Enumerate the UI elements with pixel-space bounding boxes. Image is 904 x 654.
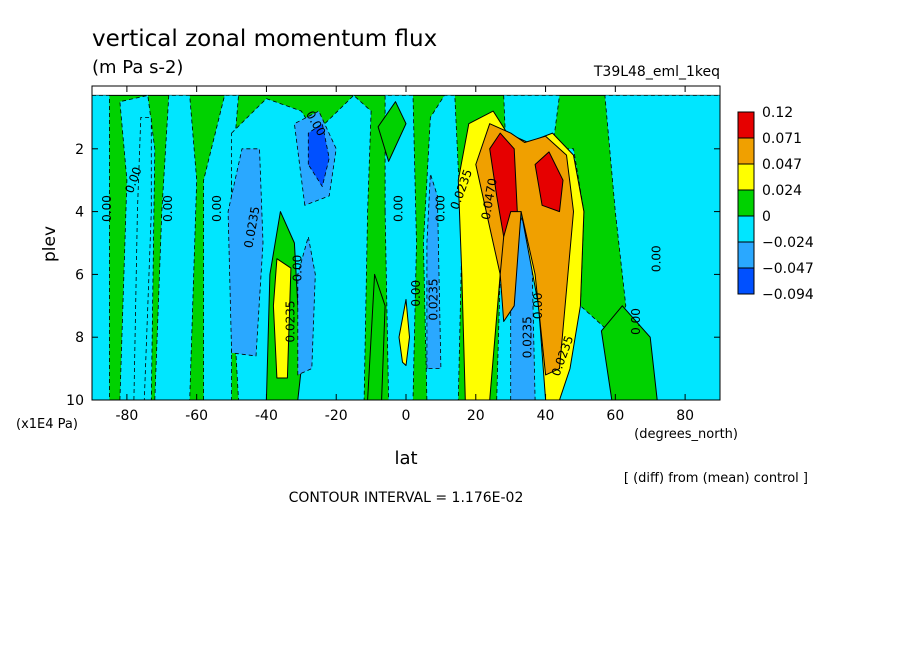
- contour-region-19: [307, 123, 330, 187]
- colorbar-swatch-2: [737, 163, 755, 191]
- colorbar-label-0: 0.12: [762, 105, 793, 121]
- colorbar-label-6: −0.047: [762, 261, 814, 277]
- x-axis-units: (degrees_north): [634, 427, 738, 442]
- colorbar-swatch-3: [737, 189, 755, 217]
- contour-label-18: 0.00: [629, 308, 643, 335]
- contour-label-8: 0.00: [392, 195, 406, 222]
- contour-label-9: 0.00: [433, 195, 447, 222]
- colorbar-swatch-4: [737, 215, 755, 243]
- x-tick-label-3: -20: [325, 408, 348, 424]
- colorbar-label-1: 0.071: [762, 131, 802, 147]
- chart-subtitle: (m Pa s-2): [92, 57, 183, 78]
- colorbar-label-7: −0.094: [762, 287, 814, 303]
- contour-label-2: 0.00: [161, 195, 175, 222]
- colorbar-swatch-1: [737, 137, 755, 165]
- run-label: T39L48_eml_1keq: [593, 64, 720, 80]
- contour-label-11: 0.0235: [426, 279, 440, 321]
- y-tick-label-3: 8: [75, 330, 84, 346]
- colorbar-swatch-6: [737, 267, 755, 295]
- contour-region-6: [231, 95, 372, 400]
- colorbar-label-5: −0.024: [762, 235, 814, 251]
- note-text: [ (diff) from (mean) control ]: [624, 471, 808, 486]
- contour-region-3: [133, 117, 152, 400]
- contour-fill-layer: [92, 94, 720, 400]
- contour-region-11: [367, 273, 386, 400]
- contour-region-5: [203, 95, 239, 400]
- contour-region-21: [398, 299, 410, 366]
- colorbar-swatch-0: [737, 111, 755, 139]
- x-tick-label-6: 40: [537, 408, 555, 424]
- contour-label-10: 0.00: [409, 280, 423, 307]
- contour-region-25: [534, 151, 564, 213]
- x-axis-label: lat: [394, 448, 417, 469]
- y-axis-label: plev: [40, 226, 60, 262]
- x-tick-label-5: 20: [467, 408, 485, 424]
- x-tick-label-1: -60: [185, 408, 208, 424]
- contour-region-20: [272, 258, 292, 379]
- x-axis: -80 -60 -40 -20 0 20 40 60 80: [115, 86, 694, 424]
- contour-label-15: 0.00: [531, 292, 545, 319]
- contour-label-14: 0.0235: [521, 316, 535, 358]
- colorbar-label-4: 0: [762, 209, 771, 225]
- y-axis: 2 4 6 8 10: [66, 142, 720, 409]
- contour-region-14: [227, 148, 264, 357]
- contour-region-12: [600, 305, 658, 400]
- x-tick-label-7: 60: [606, 408, 624, 424]
- chart-title: vertical zonal momentum flux: [92, 26, 437, 52]
- colorbar-swatch-5: [737, 241, 755, 269]
- contour-label-3: 0.00: [210, 195, 224, 222]
- contour-region-4: [154, 95, 198, 400]
- contour-region-26: [499, 211, 522, 322]
- contour-label-6: 0.00: [290, 255, 304, 282]
- contour-label-0: 0.00: [100, 195, 114, 222]
- y-tick-label-1: 4: [75, 205, 84, 221]
- contour-label-7: 0.0235: [283, 301, 297, 343]
- x-tick-label-0: -80: [115, 408, 138, 424]
- y-axis-units: (x1E4 Pa): [16, 417, 78, 432]
- contour-label-17: 0.00: [650, 245, 664, 272]
- x-tick-label-4: 0: [402, 408, 411, 424]
- colorbar-label-3: 0.024: [762, 183, 802, 199]
- y-tick-label-4: 10: [66, 393, 84, 409]
- colorbar: 0.12 0.071 0.047 0.024 0 −0.024 −0.047 −0.094: [737, 105, 814, 303]
- contour-region-16: [297, 236, 316, 376]
- x-tick-label-2: -40: [255, 408, 278, 424]
- contour-region-13: [377, 101, 407, 162]
- contour-interval-text: CONTOUR INTERVAL = 1.176E-02: [289, 490, 524, 506]
- y-tick-label-2: 6: [75, 267, 84, 283]
- y-tick-label-0: 2: [75, 142, 84, 158]
- contour-region-17: [426, 173, 442, 370]
- colorbar-label-2: 0.047: [762, 157, 802, 173]
- contour-region-1: [92, 95, 110, 400]
- x-tick-label-8: 80: [676, 408, 694, 424]
